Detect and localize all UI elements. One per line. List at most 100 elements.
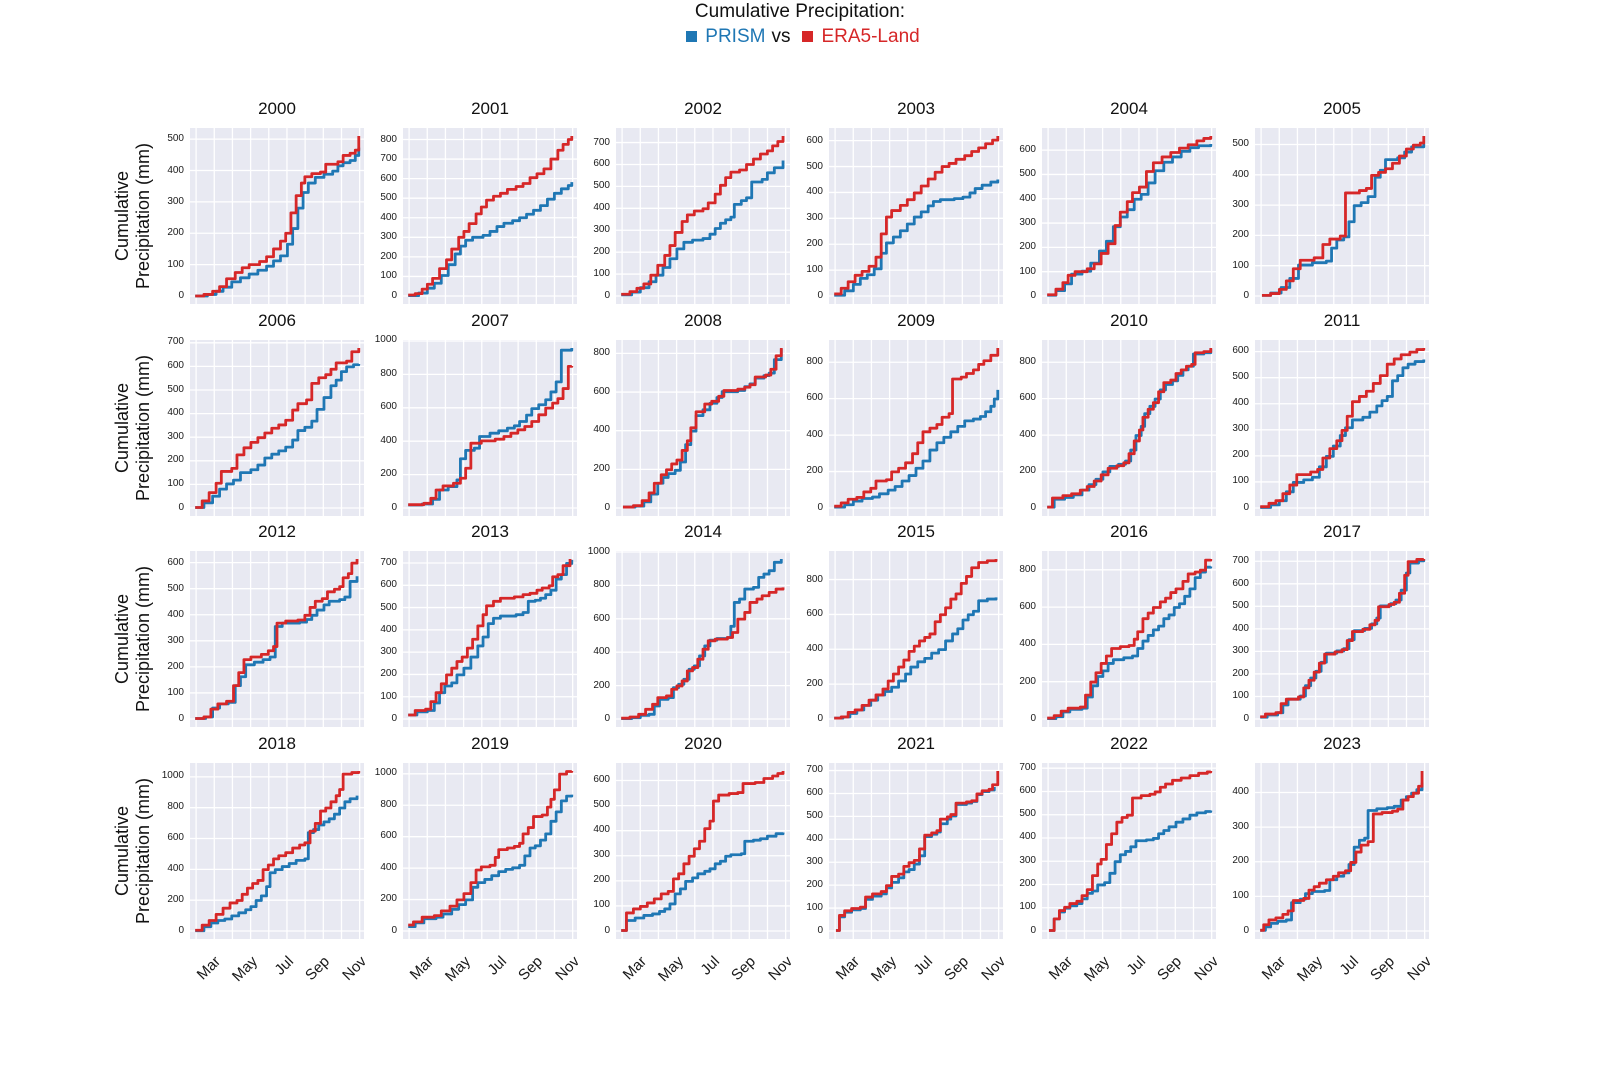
y-axis-label: Cumulative Precipitation (mm)	[112, 142, 154, 290]
x-tick-label: Nov	[551, 952, 583, 984]
y-tick-label: 100	[806, 264, 823, 276]
y-tick-label: 800	[593, 579, 610, 591]
y-tick-label: 100	[1232, 259, 1249, 271]
line-prism-2004	[1047, 144, 1211, 295]
y-tick-label: 0	[178, 924, 184, 936]
y-tick-label: 400	[593, 424, 610, 436]
line-prism-2019	[408, 794, 572, 926]
y-tick-label: 300	[167, 430, 184, 442]
y-tick-label: 600	[380, 172, 397, 184]
y-tick-label: 100	[380, 690, 397, 702]
line-prism-2001	[408, 182, 572, 295]
y-tick-label: 300	[806, 212, 823, 224]
facet-title: 2011	[1323, 310, 1361, 330]
y-tick-label: 100	[1019, 265, 1036, 277]
facet-title: 2021	[897, 733, 935, 753]
y-tick-label: 200	[1019, 241, 1036, 253]
y-tick-label: 0	[817, 924, 823, 936]
y-tick-label: 200	[380, 468, 397, 480]
y-tick-label: 300	[1232, 423, 1249, 435]
facet-title: 2013	[471, 522, 509, 541]
y-tick-label: 0	[817, 713, 823, 724]
y-tick-label: 0	[1030, 501, 1036, 513]
x-tick-label: Nov	[1403, 952, 1435, 984]
y-tick-label: 400	[167, 407, 184, 419]
facet-panel-2004	[1042, 128, 1216, 304]
facet-panel-2019	[403, 762, 577, 939]
facet-title: 2002	[684, 99, 722, 118]
y-tick-label: 200	[593, 874, 610, 886]
y-tick-label: 200	[1019, 465, 1036, 477]
y-tick-label: 0	[1243, 713, 1249, 724]
y-tick-label: 0	[178, 501, 184, 513]
line-era5-2004	[1047, 136, 1211, 295]
y-tick-label: 0	[604, 290, 610, 301]
y-tick-label: 100	[167, 258, 184, 270]
y-tick-label: 800	[380, 367, 397, 379]
y-tick-label: 300	[1019, 854, 1036, 866]
y-tick-label: 600	[167, 832, 184, 843]
facet-panel-2014	[616, 551, 790, 727]
x-tick-label: Nov	[977, 952, 1009, 984]
y-tick-label: 0	[178, 713, 184, 724]
y-tick-label: 400	[380, 861, 397, 873]
line-era5-2016	[1047, 559, 1211, 718]
line-prism-2006	[195, 364, 359, 507]
y-tick-label: 800	[167, 801, 184, 813]
y-tick-label: 400	[806, 643, 823, 655]
facet-panel-2022	[1042, 762, 1216, 939]
line-prism-2010	[1047, 349, 1211, 507]
y-tick-label: 100	[806, 901, 823, 913]
facet-panel-2023	[1255, 762, 1429, 939]
y-tick-label: 400	[806, 186, 823, 198]
y-tick-label: 600	[380, 401, 397, 413]
y-tick-label: 300	[1019, 217, 1036, 229]
y-tick-label: 400	[593, 202, 610, 214]
legend-swatch-era5	[802, 31, 814, 43]
line-era5-2005	[1262, 136, 1424, 295]
y-tick-label: 0	[1243, 924, 1249, 936]
y-tick-label: 300	[806, 855, 823, 867]
y-tick-label: 400	[1232, 785, 1249, 797]
facet-title: 2006	[258, 310, 296, 330]
y-tick-label: 200	[1232, 667, 1249, 679]
y-tick-label: 500	[593, 180, 610, 192]
y-tick-label: 400	[1232, 397, 1249, 409]
y-tick-label: 100	[593, 899, 610, 911]
y-tick-label: 300	[167, 195, 184, 207]
y-tick-label: 0	[391, 290, 397, 301]
facet-title: 2020	[684, 733, 722, 753]
line-prism-2020	[621, 832, 783, 930]
line-era5-2006	[195, 348, 359, 508]
y-tick-label: 500	[1019, 808, 1036, 820]
facet-title: 2017	[1323, 522, 1361, 541]
y-tick-label: 1000	[374, 767, 397, 779]
y-tick-label: 500	[1019, 168, 1036, 180]
line-prism-2022	[1049, 810, 1211, 930]
facet-panel-2021	[829, 762, 1003, 939]
line-prism-2007	[408, 348, 572, 505]
y-tick-label: 400	[806, 832, 823, 844]
line-era5-2013	[408, 559, 570, 715]
y-tick-label: 800	[1019, 563, 1036, 575]
line-era5-2007	[408, 366, 572, 505]
y-tick-label: 1000	[161, 770, 184, 782]
y-tick-label: 400	[1232, 168, 1249, 180]
y-tick-label: 0	[604, 713, 610, 724]
y-tick-label: 300	[1232, 645, 1249, 657]
y-tick-label: 100	[380, 270, 397, 282]
y-tick-label: 200	[1232, 449, 1249, 461]
y-tick-label: 0	[391, 713, 397, 724]
y-tick-label: 300	[380, 646, 397, 658]
line-prism-2008	[623, 349, 781, 507]
facet-title: 2023	[1323, 733, 1361, 753]
y-tick-label: 600	[593, 158, 610, 170]
y-tick-label: 400	[1019, 638, 1036, 650]
y-tick-label: 200	[380, 893, 397, 905]
y-tick-label: 500	[1232, 371, 1249, 383]
y-tick-label: 400	[380, 434, 397, 446]
legend-label-prism: PRISM	[705, 25, 766, 47]
line-prism-2018	[195, 795, 357, 930]
y-tick-label: 400	[380, 623, 397, 635]
y-tick-label: 600	[806, 786, 823, 798]
